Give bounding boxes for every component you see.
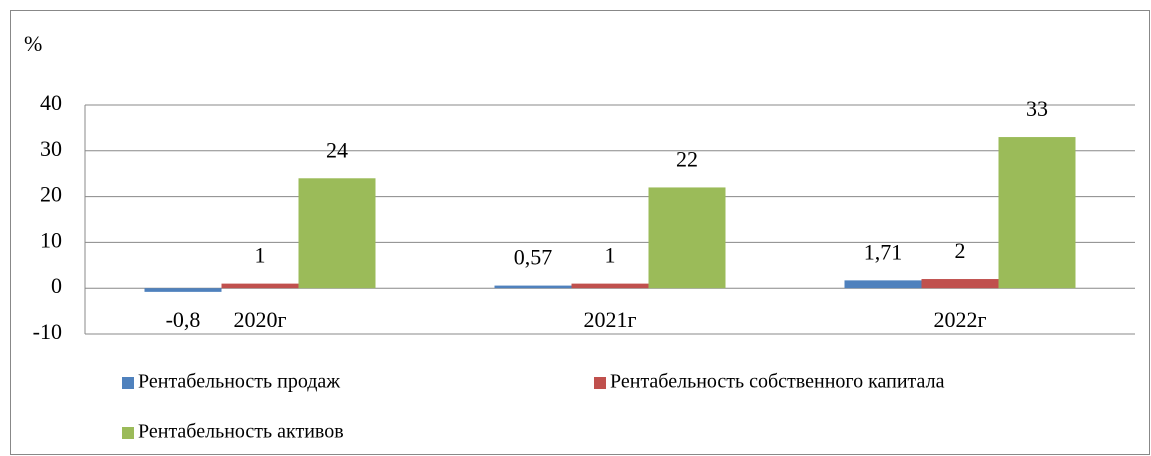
legend-label: Рентабельность собственного капитала xyxy=(610,371,945,393)
bar xyxy=(494,285,572,289)
bar xyxy=(298,178,376,289)
x-tick-label: 2020г xyxy=(233,307,286,332)
data-label: 2 xyxy=(955,238,966,263)
chart-frame xyxy=(10,10,1150,455)
y-tick-label: 0 xyxy=(51,273,62,298)
legend-label: Рентабельность активов xyxy=(138,421,344,443)
bar xyxy=(844,280,922,289)
legend-swatch xyxy=(594,377,606,389)
data-label: 0,57 xyxy=(514,245,553,270)
data-label: 1 xyxy=(605,243,616,268)
bar xyxy=(648,187,726,289)
legend-swatch xyxy=(122,377,134,389)
data-label: 1 xyxy=(255,243,266,268)
legend-swatch xyxy=(122,427,134,439)
bar xyxy=(571,283,649,289)
data-label: 33 xyxy=(1026,96,1048,121)
bar xyxy=(998,137,1076,289)
x-tick-label: 2022г xyxy=(933,307,986,332)
bar xyxy=(144,288,222,292)
data-label: 1,71 xyxy=(864,239,903,264)
bar xyxy=(221,283,299,289)
bar xyxy=(921,279,999,289)
data-label: 22 xyxy=(676,146,698,171)
legend-label: Рентабельность продаж xyxy=(138,371,340,393)
y-axis-label: % xyxy=(24,31,42,56)
y-tick-label: 40 xyxy=(40,90,62,115)
y-tick-label: -10 xyxy=(33,319,62,344)
y-tick-label: 30 xyxy=(40,136,62,161)
data-label: 24 xyxy=(326,137,348,162)
x-tick-label: 2021г xyxy=(583,307,636,332)
data-label: -0,8 xyxy=(166,307,201,332)
y-tick-label: 10 xyxy=(40,227,62,252)
y-tick-label: 20 xyxy=(40,182,62,207)
